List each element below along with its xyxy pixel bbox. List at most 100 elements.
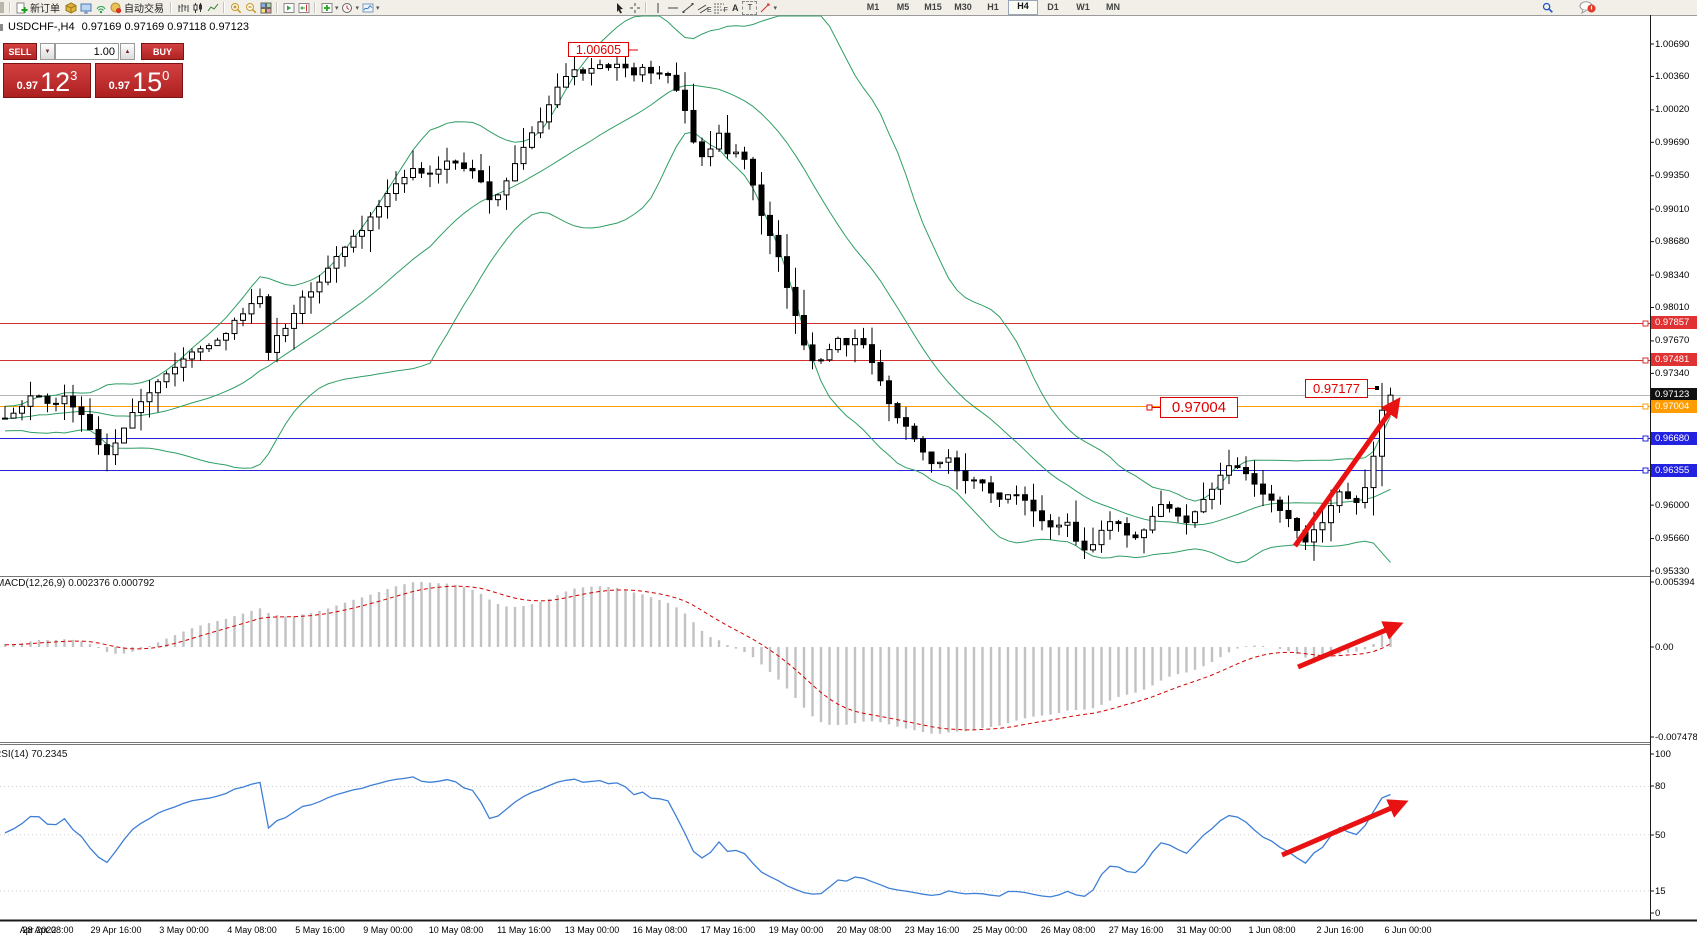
time-label: 9 May 00:00 (363, 925, 413, 935)
zoom-in-button[interactable] (228, 1, 243, 14)
line-chart-button[interactable] (205, 1, 220, 14)
channel-letter: E (707, 6, 712, 14)
bar-chart-button[interactable] (175, 1, 190, 14)
rsi-tick-label: 0 (1655, 907, 1661, 919)
sell-price-sup: 3 (70, 68, 78, 83)
price-tick-label: 0.95660 (1655, 533, 1690, 545)
templates-dropdown[interactable]: ▾ (376, 4, 380, 12)
toolbar-separator (223, 2, 225, 13)
time-label: 10 May 08:00 (428, 925, 484, 935)
toolbar-separator (645, 2, 647, 13)
autotrading-button[interactable]: 自动交易 (124, 4, 164, 15)
price-anchor-dot (1375, 386, 1379, 390)
timeframe-D1[interactable]: D1 (1047, 2, 1059, 12)
auto-scroll-button[interactable] (281, 1, 296, 14)
buy-price-box[interactable]: 0.97 15 0 (95, 63, 183, 98)
clipped-icon (0, 2, 4, 13)
toolbar-separator (9, 2, 11, 13)
fibonacci-button[interactable] (712, 1, 727, 14)
volume-input[interactable] (55, 43, 119, 60)
time-label: 23 May 16:00 (904, 925, 960, 935)
new-order-icon[interactable] (14, 1, 29, 14)
price-badge-resistance: 0.97481 (1651, 353, 1697, 366)
volume-increase-button[interactable]: ▲ (120, 43, 135, 60)
pane-separators (0, 15, 1697, 922)
timeframe-MN[interactable]: MN (1106, 2, 1120, 12)
rsi-tick-label: 15 (1655, 885, 1666, 897)
terminal-icon[interactable] (78, 1, 93, 14)
sell-price-box[interactable]: 0.97 12 3 (3, 63, 91, 98)
indicators-dropdown[interactable]: ▾ (335, 4, 339, 12)
time-label: 1 Jun 08:00 (1248, 925, 1296, 935)
macd-tick-label: -0.007478 (1655, 731, 1697, 743)
time-label: 25 May 00:00 (972, 925, 1028, 935)
buy-button[interactable]: BUY (141, 43, 184, 60)
cube-icon[interactable] (63, 1, 78, 14)
volume-decrease-button[interactable]: ▼ (40, 43, 55, 60)
timeframe-M5[interactable]: M5 (896, 2, 910, 12)
timeframe-H1[interactable]: H1 (987, 2, 999, 12)
price-tick-label: 0.97340 (1655, 367, 1690, 379)
buy-price-base: 0.97 (108, 80, 131, 92)
search-icon[interactable] (1540, 1, 1555, 14)
chat-icon[interactable] (1577, 1, 1597, 14)
one-click-trading-panel: SELL ▼ ▲ BUY 0.97 12 3 0.97 15 0 (3, 43, 184, 98)
candlestick-chart-button[interactable] (190, 1, 205, 14)
time-label: 16 May 08:00 (632, 925, 688, 935)
annotation-support-price[interactable]: 0.97004 (1160, 397, 1238, 418)
new-order-button[interactable]: 新订单 (30, 4, 60, 15)
vertical-line-button[interactable] (650, 1, 665, 14)
time-label-year: Apr 2022 (19, 925, 57, 935)
price-badge-pivot: 0.97004 (1651, 399, 1697, 413)
channel-button[interactable] (695, 1, 710, 14)
macd-histogram (3, 581, 1392, 734)
line-anchor-square (1642, 320, 1649, 327)
rsi-tick-label: 50 (1655, 829, 1666, 841)
text-button[interactable]: A (731, 2, 739, 13)
zoom-out-button[interactable] (243, 1, 258, 14)
buy-price-sup: 0 (162, 68, 170, 83)
chart-shift-button[interactable] (296, 1, 311, 14)
shapes-button[interactable] (757, 1, 772, 14)
signals-icon[interactable] (93, 1, 108, 14)
indicators-button[interactable] (319, 1, 334, 14)
rsi-tick-label: 80 (1655, 780, 1666, 792)
autotrading-icon[interactable] (108, 1, 123, 14)
time-label: 29 Apr 16:00 (90, 925, 142, 935)
timeframe-M30[interactable]: M30 (954, 2, 972, 12)
periods-dropdown[interactable]: ▾ (355, 4, 360, 12)
time-label: 11 May 16:00 (497, 925, 551, 935)
tile-windows-button[interactable] (258, 1, 273, 14)
timeframe-W1[interactable]: W1 (1076, 2, 1090, 12)
line-anchor-square (1642, 467, 1649, 474)
macd-tick-label: 0.00 (1655, 641, 1674, 653)
horizontal-line-button[interactable] (665, 1, 680, 14)
periods-button[interactable] (340, 1, 355, 14)
cursor-button[interactable] (612, 1, 627, 14)
fibonacci-letter: F (723, 6, 728, 14)
notification-badge (1590, 5, 1592, 10)
annotation-objects (629, 49, 1409, 858)
sell-button[interactable]: SELL (3, 43, 37, 60)
price-tick-label: 0.99350 (1655, 170, 1690, 182)
label-button[interactable]: T (742, 0, 758, 15)
toolbar-right (1540, 0, 1597, 15)
shapes-dropdown[interactable]: ▾ (773, 4, 777, 12)
candles (2, 51, 1394, 561)
crosshair-button[interactable] (627, 1, 642, 14)
annotation-current-price[interactable]: 0.97177 (1305, 379, 1368, 398)
templates-button[interactable] (360, 1, 375, 14)
sell-price-big: 12 (40, 67, 71, 97)
trendline-button[interactable] (680, 1, 695, 14)
timeframe-H4[interactable]: H4 (1008, 0, 1038, 15)
timeframe-M15[interactable]: M15 (924, 2, 942, 12)
timeframe-toolbar: M1 M5 M15 M30 H1 H4 D1 W1 MN (858, 0, 1128, 15)
toolbar-separator (170, 2, 172, 13)
annotation-high-price[interactable]: 1.00605 (568, 42, 629, 57)
timeframe-M1[interactable]: M1 (866, 2, 880, 12)
time-label: 2 Jun 16:00 (1316, 925, 1364, 935)
time-label: 28 Apr 08:00 (22, 925, 74, 935)
price-tick-label: 1.00360 (1655, 70, 1690, 82)
